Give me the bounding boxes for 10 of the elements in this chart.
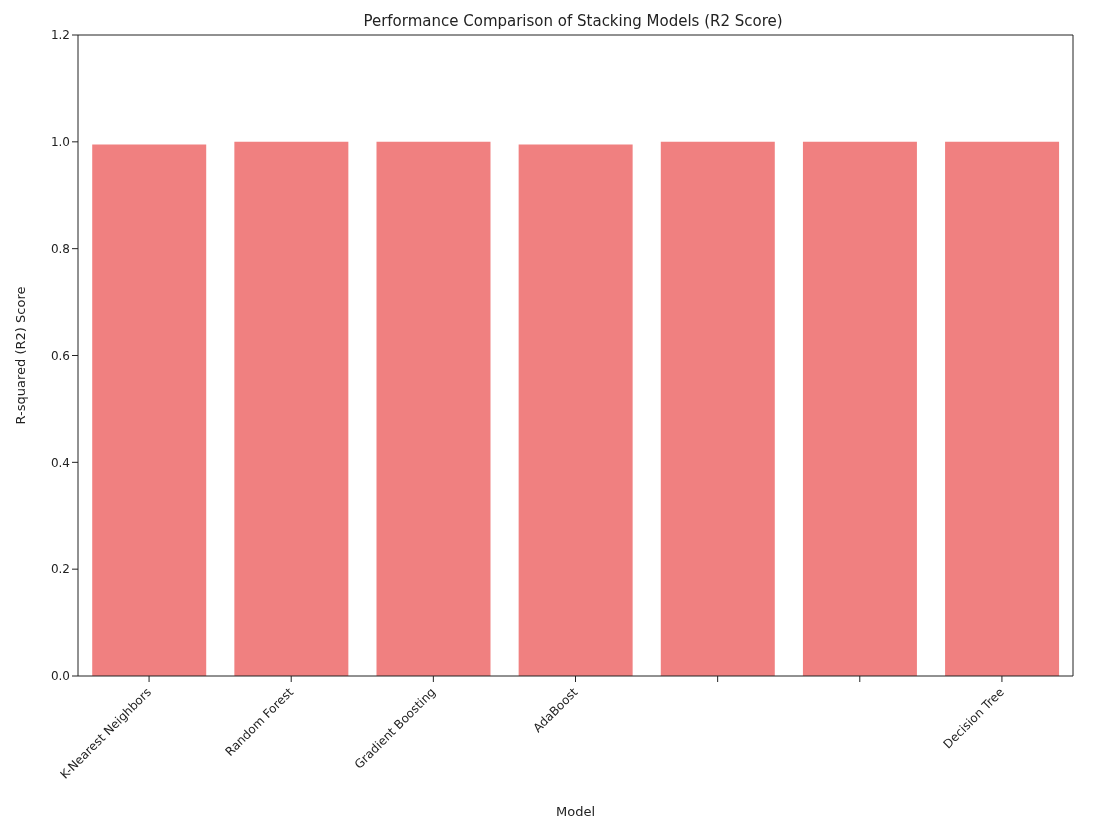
y-tick-label: 0.0: [50, 669, 70, 684]
y-tick-label: 0.6: [50, 348, 70, 363]
y-tick-label: 1.0: [50, 135, 70, 150]
x-axis-title: Model: [555, 804, 596, 819]
y-tick-label: 1.2: [50, 28, 70, 43]
chart-title: Performance Comparison of Stacking Models (R2 Score): [362, 12, 784, 30]
y-tick-label: 0.8: [50, 241, 70, 256]
y-tick-label: 0.4: [50, 455, 70, 470]
y-axis-title: R-squared (R2) Score: [12, 286, 28, 425]
y-tick-label: 0.2: [50, 562, 70, 577]
